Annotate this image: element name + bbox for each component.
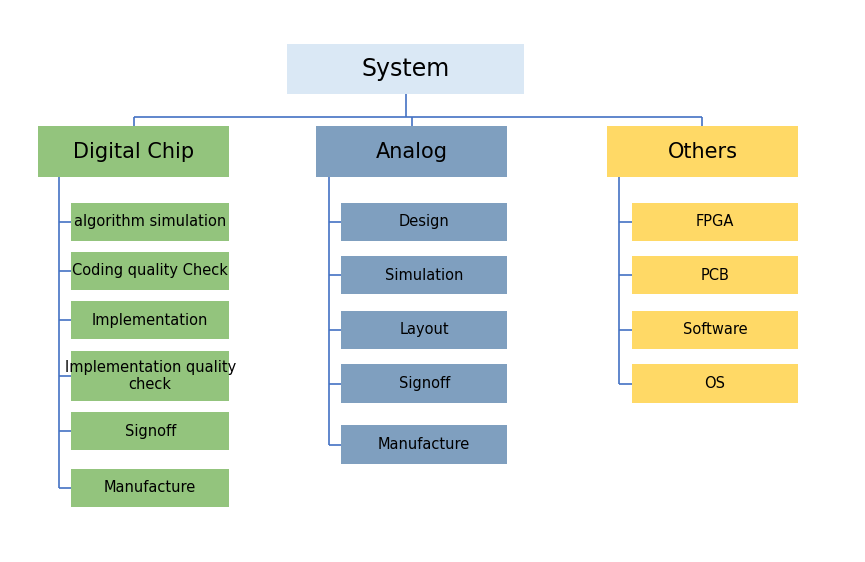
Text: Manufacture: Manufacture [104, 481, 196, 495]
Bar [631, 203, 798, 241]
Text: Design: Design [399, 214, 450, 229]
Text: algorithm simulation: algorithm simulation [74, 214, 227, 229]
Bar [631, 256, 798, 294]
Bar [341, 256, 507, 294]
Bar [341, 203, 507, 241]
Text: Implementation: Implementation [92, 312, 208, 328]
Bar [71, 412, 229, 450]
Bar [71, 301, 229, 339]
Text: PCB: PCB [701, 268, 729, 283]
Bar [341, 364, 507, 403]
Text: Others: Others [668, 142, 737, 162]
Text: Manufacture: Manufacture [378, 437, 471, 452]
Text: Digital Chip: Digital Chip [73, 142, 194, 162]
Bar [38, 126, 229, 177]
Text: OS: OS [704, 376, 726, 391]
Text: Simulation: Simulation [385, 268, 464, 283]
Bar [341, 425, 507, 464]
Text: Signoff: Signoff [399, 376, 450, 391]
Bar [287, 44, 524, 94]
Bar [71, 252, 229, 290]
Text: System: System [362, 57, 450, 81]
Text: Signoff: Signoff [125, 424, 176, 439]
Bar [631, 364, 798, 403]
Bar [71, 203, 229, 241]
Text: Coding quality Check: Coding quality Check [72, 264, 228, 279]
Text: FPGA: FPGA [695, 214, 734, 229]
Bar [317, 126, 507, 177]
Bar [631, 310, 798, 349]
Bar [607, 126, 798, 177]
Bar [71, 351, 229, 401]
Bar [341, 310, 507, 349]
Text: Software: Software [682, 322, 747, 337]
Text: Layout: Layout [400, 322, 449, 337]
Bar [71, 469, 229, 507]
Text: Analog: Analog [375, 142, 448, 162]
Text: Implementation quality
check: Implementation quality check [65, 360, 236, 392]
